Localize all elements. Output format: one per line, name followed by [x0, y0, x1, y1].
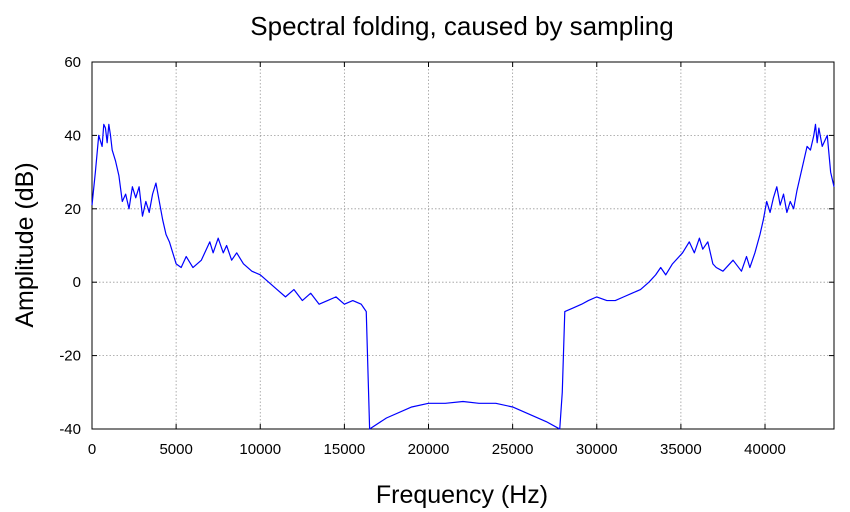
x-tick-label: 5000	[159, 441, 192, 458]
x-axis-title: Frequency (Hz)	[376, 481, 548, 509]
x-tick-label: 10000	[239, 441, 281, 458]
y-tick-label: -20	[59, 348, 81, 365]
y-tick-label: 60	[64, 54, 81, 71]
y-tick-label: -40	[59, 421, 81, 438]
tick-marks	[91, 61, 834, 430]
y-tick-label: 0	[73, 274, 81, 291]
x-tick-labels: 0 5000 10000 15000 20000 25000 30000 35000 40000	[88, 441, 786, 458]
grid	[92, 62, 834, 429]
plot-area	[91, 61, 835, 430]
y-tick-label: 20	[64, 201, 81, 218]
series-line	[91, 123, 835, 430]
x-tick-label: 15000	[324, 441, 366, 458]
y-tick-label: 40	[64, 127, 81, 144]
y-tick-labels: -40 -20 0 20 40 60	[59, 54, 81, 438]
x-tick-label: 30000	[576, 441, 618, 458]
x-tick-label: 20000	[408, 441, 450, 458]
x-tick-label: 25000	[492, 441, 534, 458]
chart-title: Spectral folding, caused by sampling	[250, 11, 673, 41]
y-axis-title: Amplitude (dB)	[11, 162, 39, 327]
x-tick-label: 0	[88, 441, 96, 458]
x-tick-label: 35000	[660, 441, 702, 458]
x-tick-label: 40000	[744, 441, 786, 458]
